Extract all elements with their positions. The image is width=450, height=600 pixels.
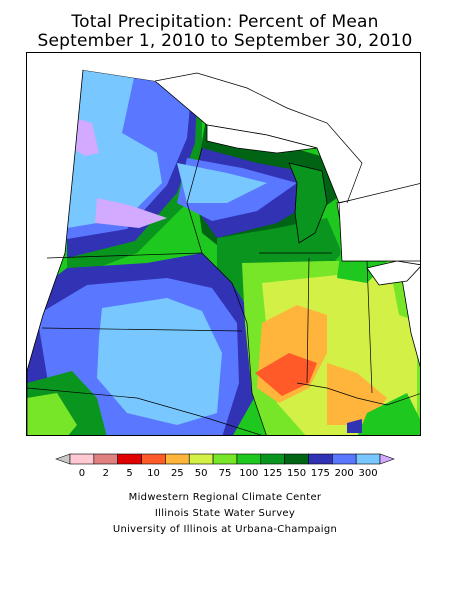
ia-mo-border [41, 327, 243, 332]
out-of-region-east [338, 183, 420, 262]
credit-isws: Illinois State Water Survey [154, 508, 296, 519]
field-light-blue-mn [67, 70, 162, 228]
legend-bin-9 [260, 453, 285, 465]
legend-tick-label: 2 [103, 468, 109, 478]
out-of-region-north [83, 53, 207, 113]
legend-bin-0 [55, 453, 71, 465]
legend-tick-label: 10 [147, 468, 160, 478]
field-red-orange-in [255, 353, 317, 396]
il-in-border [306, 257, 310, 384]
color-legend: 0 2 5 10 25 50 75 100 125 150 175 200 300 [55, 453, 395, 478]
legend-tick-label: 150 [287, 468, 306, 478]
legend-tick-label: 300 [359, 468, 378, 478]
ia-il-border [201, 252, 248, 324]
il-mo-border [246, 322, 267, 435]
mn-ia-border [46, 252, 203, 259]
legend-bin-11 [308, 453, 333, 465]
legend-bin-3 [117, 453, 142, 465]
map-title: Total Precipitation: Percent of Mean [71, 12, 379, 32]
state-boundaries [27, 147, 420, 435]
legend-bin-6 [188, 453, 214, 465]
credit-mrcc: Midwestern Regional Climate Center [128, 492, 322, 503]
legend-bin-4 [141, 453, 166, 465]
mo-ks-border [27, 387, 262, 435]
legend-bin-1 [69, 453, 95, 465]
map-date-range: September 1, 2010 to September 30, 2010 [37, 31, 413, 51]
legend-tick-label: 25 [171, 468, 184, 478]
legend-bin-8 [236, 453, 262, 465]
legend-bin-2 [93, 453, 118, 465]
legend-tick-label: 100 [239, 468, 258, 478]
lake-michigan [288, 162, 328, 244]
precipitation-map-svg [27, 53, 420, 435]
legend-bin-10 [284, 453, 309, 465]
legend-bin-7 [212, 453, 238, 465]
legend-bin-12 [332, 453, 357, 465]
field-green-se [357, 393, 420, 435]
mn-wi-border [186, 147, 203, 254]
field-violet-mn-central [95, 198, 167, 228]
in-oh-border [366, 260, 373, 394]
field-dark-blue-se [347, 419, 362, 433]
legend-tick-label: 50 [195, 468, 208, 478]
precipitation-map [26, 52, 421, 436]
legend-tick-label: 5 [126, 468, 132, 478]
legend-tick-label: 0 [79, 468, 85, 478]
legend-tick-label: 75 [219, 468, 232, 478]
credit-uiuc: University of Illinois at Urbana-Champai… [112, 524, 338, 535]
ohio-river-border [296, 382, 420, 406]
lake-erie [366, 260, 420, 286]
field-orange-ky [327, 363, 387, 425]
legend-tick-label: 125 [263, 468, 282, 478]
legend-bin-13 [355, 453, 381, 465]
legend-bin-5 [165, 453, 190, 465]
field-light-green-sw [27, 393, 77, 435]
canada-boundary [154, 72, 363, 204]
field-light-blue-wi [177, 163, 267, 203]
legend-bin-14 [379, 453, 395, 465]
field-violet-mn-north [71, 118, 99, 156]
lake-superior [206, 124, 318, 154]
legend-tick-label: 175 [311, 468, 330, 478]
legend-tick-label: 200 [335, 468, 354, 478]
field-light-blue-mo [97, 298, 222, 425]
